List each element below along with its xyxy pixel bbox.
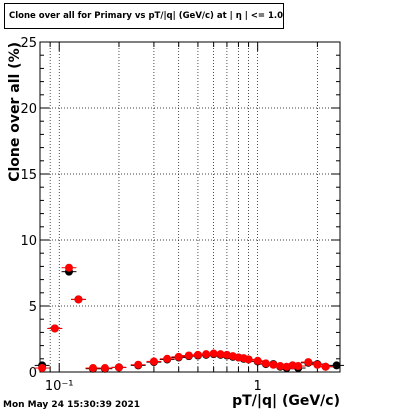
data-point-red (193, 350, 202, 359)
y-tick-label: 20 (20, 102, 37, 117)
data-point-red (244, 355, 253, 364)
data-point-red (100, 364, 109, 373)
data-point-red (222, 350, 231, 359)
data-point-red (276, 362, 285, 371)
y-tick-label: 5 (29, 300, 37, 315)
data-point-black (332, 361, 341, 370)
y-tick-label: 10 (20, 234, 37, 249)
data-point-red (174, 352, 183, 361)
plot-frame (39, 41, 341, 373)
data-point-red (50, 324, 59, 333)
data-point-red (294, 362, 303, 371)
axes: 0 5 10 15 20 25 10⁻¹ 1 (20, 36, 341, 394)
y-tick-label: 25 (20, 36, 37, 51)
data-point-red (261, 359, 270, 368)
data-point-red (282, 362, 291, 371)
timestamp: Mon May 24 15:30:39 2021 (3, 400, 141, 410)
y-tick-label: 15 (20, 168, 37, 183)
data-points (34, 263, 345, 373)
y-axis-label: Clone over all (%) (7, 42, 23, 182)
data-point-red (202, 350, 211, 359)
y-tick-label: 0 (29, 366, 37, 381)
data-point-red (134, 360, 143, 369)
data-point-red (64, 263, 73, 272)
data-point-red (216, 350, 225, 359)
x-tick-label: 10⁻¹ (45, 379, 74, 394)
data-point-red (114, 363, 123, 372)
data-point-red (253, 356, 262, 365)
data-point-red (74, 295, 83, 304)
data-point-red (89, 364, 98, 373)
data-point-red (149, 357, 158, 366)
grid-lines (39, 41, 340, 373)
data-point-red (209, 349, 218, 358)
data-point-red (38, 364, 47, 373)
data-point-red (304, 358, 313, 367)
data-point-red (163, 354, 172, 363)
data-point-red (321, 362, 330, 371)
chart-title: Clone over all for Primary vs pT/|q| (Ge… (4, 3, 284, 29)
x-tick-label: 1 (254, 379, 262, 394)
data-point-red (313, 360, 322, 369)
data-point-red (184, 351, 193, 360)
x-axis-label: pT/|q| (GeV/c) (232, 393, 340, 409)
data-point-red (269, 360, 278, 369)
